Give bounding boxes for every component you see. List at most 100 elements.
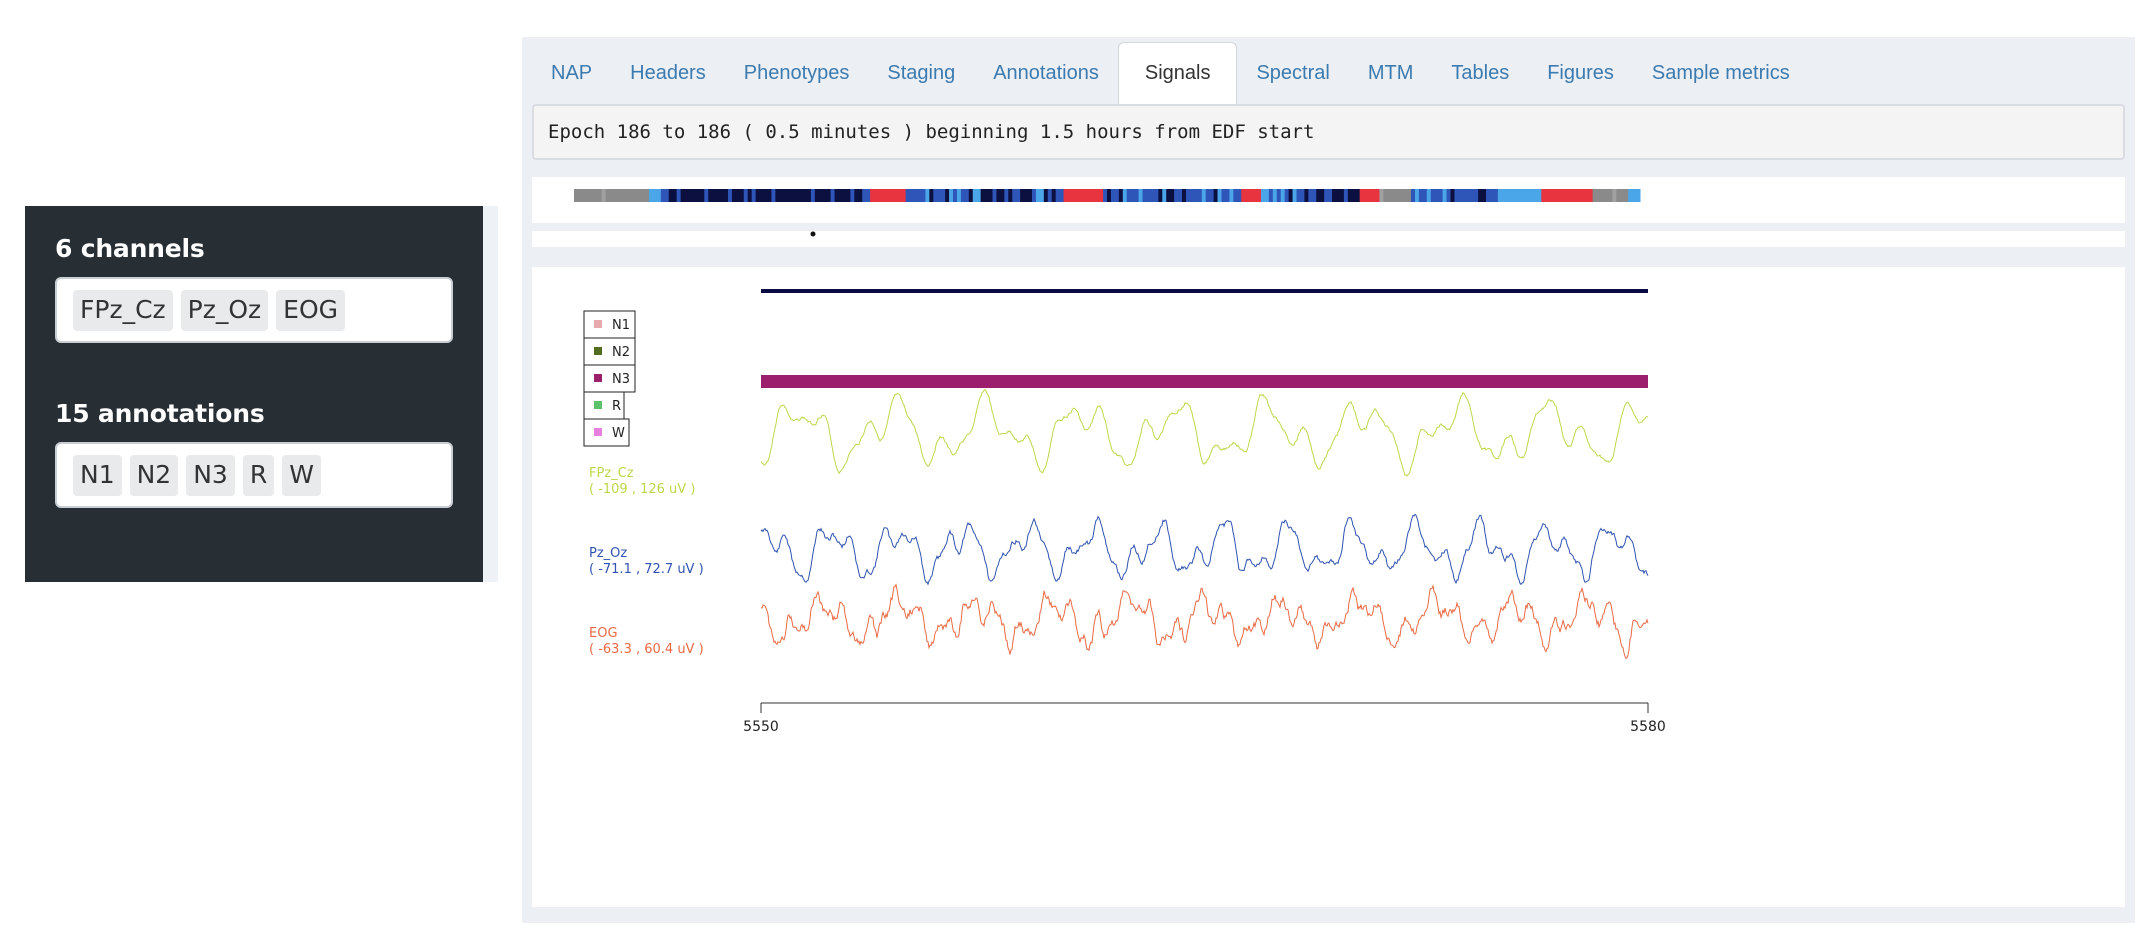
hypnogram-epoch[interactable] (605, 189, 611, 202)
hypnogram-epoch[interactable] (621, 189, 626, 202)
hypnogram-epoch[interactable] (1624, 189, 1629, 202)
legend-item-w[interactable]: W (583, 418, 630, 447)
hypnogram-epoch[interactable] (854, 189, 859, 202)
hypnogram-epoch[interactable] (1604, 189, 1609, 202)
hypnogram-epoch[interactable] (1438, 189, 1444, 202)
hypnogram-epoch[interactable] (1264, 189, 1270, 202)
hypnogram-epoch[interactable] (1122, 189, 1128, 202)
hypnogram-epoch[interactable] (1347, 189, 1353, 202)
legend-item-n1[interactable]: N1 (583, 310, 636, 339)
hypnogram-epoch[interactable] (617, 189, 622, 202)
hypnogram-epoch[interactable] (1513, 189, 1519, 202)
hypnogram-epoch[interactable] (1193, 189, 1199, 202)
hypnogram-epoch[interactable] (925, 189, 930, 202)
hypnogram-epoch[interactable] (1079, 189, 1084, 202)
hypnogram-epoch[interactable] (716, 189, 721, 202)
hypnogram-epoch[interactable] (629, 189, 634, 202)
hypnogram[interactable] (532, 177, 2125, 223)
hypnogram-epoch[interactable] (850, 189, 855, 202)
hypnogram-epoch[interactable] (1557, 189, 1562, 202)
hypnogram-epoch[interactable] (1225, 189, 1230, 202)
hypnogram-epoch[interactable] (1588, 189, 1594, 202)
hypnogram-epoch[interactable] (652, 189, 658, 202)
epoch-cursor-dot[interactable] (810, 231, 816, 237)
hypnogram-epoch[interactable] (1403, 189, 1408, 202)
hypnogram-epoch[interactable] (1411, 189, 1416, 202)
hypnogram-epoch[interactable] (574, 189, 579, 202)
hypnogram-epoch[interactable] (1205, 189, 1211, 202)
hypnogram-epoch[interactable] (747, 189, 753, 202)
hypnogram-epoch[interactable] (1395, 189, 1400, 202)
hypnogram-epoch[interactable] (1197, 189, 1203, 202)
hypnogram-epoch[interactable] (1075, 189, 1080, 202)
hypnogram-epoch[interactable] (1407, 189, 1412, 202)
hypnogram-epoch[interactable] (1063, 189, 1069, 202)
hypnogram-epoch[interactable] (1233, 189, 1238, 202)
hypnogram-epoch[interactable] (960, 189, 966, 202)
hypnogram-epoch[interactable] (1418, 189, 1424, 202)
hypnogram-epoch[interactable] (1170, 189, 1175, 202)
hypnogram-epoch[interactable] (1458, 189, 1463, 202)
tab-tables[interactable]: Tables (1451, 61, 1510, 84)
hypnogram-epoch[interactable] (1359, 189, 1365, 202)
legend-item-n3[interactable]: N3 (583, 364, 636, 393)
tab-phenotypes[interactable]: Phenotypes (743, 61, 850, 84)
hypnogram-epoch[interactable] (672, 189, 678, 202)
hypnogram-epoch[interactable] (696, 189, 701, 202)
annotation-chip[interactable]: N2 (129, 454, 179, 496)
hypnogram-epoch[interactable] (1584, 189, 1590, 202)
hypnogram-epoch[interactable] (1533, 189, 1538, 202)
hypnogram-epoch[interactable] (676, 189, 682, 202)
hypnogram-epoch[interactable] (1185, 189, 1191, 202)
hypnogram-epoch[interactable] (641, 189, 646, 202)
hypnogram-epoch[interactable] (1012, 189, 1017, 202)
hypnogram-epoch[interactable] (1300, 189, 1305, 202)
hypnogram-epoch[interactable] (1391, 189, 1396, 202)
hypnogram-epoch[interactable] (822, 189, 828, 202)
tab-signals[interactable]: Signals (1117, 42, 1238, 104)
channels-select[interactable]: FPz_Cz Pz_Oz EOG (55, 277, 453, 343)
hypnogram-epoch[interactable] (917, 189, 922, 202)
hypnogram-epoch[interactable] (1209, 189, 1215, 202)
hypnogram-epoch[interactable] (1371, 189, 1376, 202)
hypnogram-epoch[interactable] (720, 189, 725, 202)
hypnogram-epoch[interactable] (1332, 189, 1337, 202)
hypnogram-epoch[interactable] (846, 189, 851, 202)
hypnogram-epoch[interactable] (1272, 189, 1278, 202)
hypnogram-epoch[interactable] (692, 189, 697, 202)
hypnogram-epoch[interactable] (956, 189, 962, 202)
hypnogram-epoch[interactable] (775, 189, 780, 202)
hypnogram-epoch[interactable] (791, 189, 796, 202)
hypnogram-epoch[interactable] (874, 189, 879, 202)
hypnogram-epoch[interactable] (1150, 189, 1155, 202)
hypnogram-epoch[interactable] (1414, 189, 1420, 202)
hypnogram-epoch[interactable] (1182, 189, 1187, 202)
hypnogram-epoch[interactable] (708, 189, 713, 202)
hypnogram-epoch[interactable] (1118, 189, 1124, 202)
hypnogram-epoch[interactable] (1288, 189, 1294, 202)
hypnogram-epoch[interactable] (834, 189, 840, 202)
hypnogram-epoch[interactable] (1166, 189, 1171, 202)
hypnogram-epoch[interactable] (763, 189, 768, 202)
hypnogram-epoch[interactable] (1576, 189, 1582, 202)
hypnogram-epoch[interactable] (1134, 189, 1140, 202)
annotation-chip[interactable]: W (282, 454, 321, 496)
hypnogram-epoch[interactable] (1363, 189, 1369, 202)
hypnogram-epoch[interactable] (771, 189, 776, 202)
hypnogram-epoch[interactable] (941, 189, 946, 202)
hypnogram-epoch[interactable] (1545, 189, 1550, 202)
hypnogram-epoch[interactable] (1043, 189, 1049, 202)
hypnogram-epoch[interactable] (1114, 189, 1120, 202)
hypnogram-epoch[interactable] (937, 189, 942, 202)
tab-annotations[interactable]: Annotations (993, 61, 1099, 84)
hypnogram-epoch[interactable] (1351, 189, 1357, 202)
hypnogram-epoch[interactable] (1031, 189, 1037, 202)
hypnogram-epoch[interactable] (1110, 189, 1116, 202)
annotation-chip[interactable]: N1 (73, 454, 122, 496)
hypnogram-epoch[interactable] (1549, 189, 1554, 202)
hypnogram-epoch[interactable] (1004, 189, 1009, 202)
hypnogram-epoch[interactable] (1257, 189, 1262, 202)
hypnogram-epoch[interactable] (799, 189, 804, 202)
hypnogram-epoch[interactable] (1486, 189, 1491, 202)
hypnogram-epoch[interactable] (1482, 189, 1487, 202)
